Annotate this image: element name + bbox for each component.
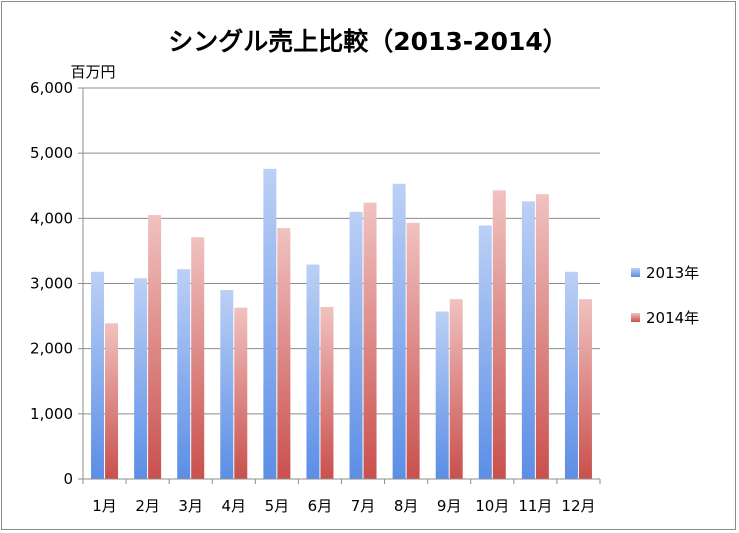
y-axis-ticks: 0 1,000 2,000 3,000 4,000 5,000 6,000 [30,79,83,488]
y-axis-unit-label: 百万円 [70,63,115,81]
x-tick-label: 3月 [178,497,203,515]
x-tick-label: 4月 [222,497,247,515]
x-tick-label: 9月 [437,497,462,515]
x-tick-label: 11月 [518,497,552,515]
bar-2014年-1月 [105,323,119,479]
bar-2014年-9月 [449,299,463,479]
bar-2014年-12月 [578,299,592,479]
bar-2014年-6月 [320,306,334,479]
bar-2014年-3月 [191,237,205,479]
chart-title: シングル売上比較（2013-2014） [168,27,568,56]
bar-2014年-7月 [363,202,377,479]
y-tick-label: 1,000 [30,405,73,423]
bar-2013年-2月 [134,278,148,479]
x-tick-label: 6月 [308,497,333,515]
bar-2013年-5月 [263,168,277,479]
bar-2014年-11月 [535,194,549,479]
legend-swatch-2014 [631,313,640,322]
bars [91,168,592,480]
bar-2014年-2月 [148,215,162,479]
x-tick-label: 7月 [351,497,376,515]
legend: 2013年 2014年 [631,264,699,327]
bar-2014年-8月 [406,222,420,479]
bar-2013年-6月 [306,264,320,479]
bar-2013年-4月 [220,290,234,479]
bar-2014年-4月 [234,307,248,479]
y-tick-label: 2,000 [30,340,73,358]
x-tick-label: 2月 [135,497,160,515]
x-tick-label: 10月 [475,497,509,515]
y-tick-label: 5,000 [30,144,73,162]
y-tick-label: 3,000 [30,275,73,293]
y-tick-label: 0 [63,470,73,488]
bar-2013年-1月 [91,271,105,479]
y-tick-label: 4,000 [30,209,73,227]
bar-2013年-8月 [392,183,406,480]
bar-2013年-10月 [478,225,492,479]
legend-swatch-2013 [631,268,640,277]
bar-2014年-10月 [492,190,506,480]
bar-2013年-9月 [435,311,449,479]
x-tick-label: 5月 [265,497,290,515]
legend-label-2014: 2014年 [646,309,699,327]
x-tick-label: 12月 [561,497,595,515]
gridlines [83,87,600,415]
x-tick-label: 1月 [92,497,117,515]
bar-2013年-12月 [564,271,578,479]
bar-2013年-11月 [521,201,535,479]
y-tick-label: 6,000 [30,79,73,97]
bar-2013年-7月 [349,211,363,480]
x-axis-ticks: 1月 2月 3月 4月 5月 6月 7月 8月 9月 10月 11月 12月 [82,479,601,515]
bar-2013年-3月 [177,269,191,479]
x-tick-label: 8月 [394,497,419,515]
legend-label-2013: 2013年 [646,264,699,282]
bar-2014年-5月 [277,228,291,479]
